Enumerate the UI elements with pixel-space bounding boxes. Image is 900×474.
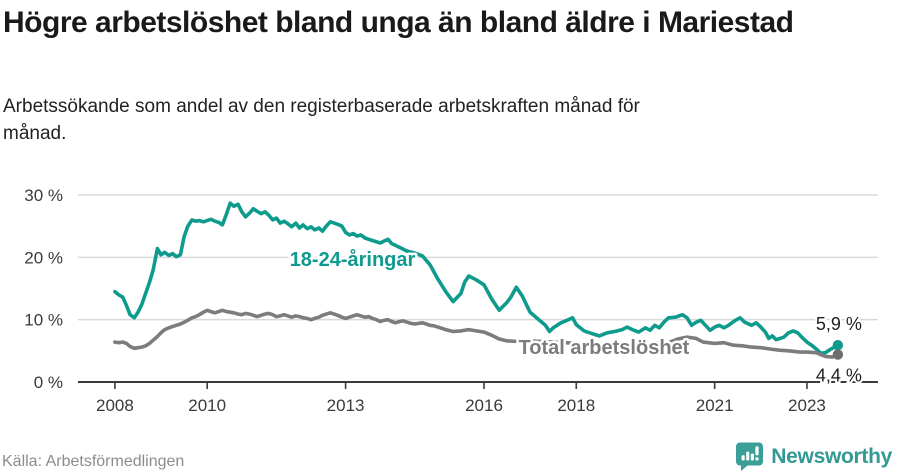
- series-label-young: 18-24-åringar: [290, 248, 416, 271]
- newsworthy-logo[interactable]: Newsworthy: [735, 441, 892, 472]
- x-tick-label: 2010: [188, 396, 226, 415]
- y-tick-label: 30 %: [24, 186, 63, 205]
- newsworthy-badge-icon: [736, 442, 764, 471]
- x-tick-label: 2013: [327, 396, 365, 415]
- series-end-dot: [832, 349, 844, 360]
- y-tick-label: 10 %: [24, 311, 63, 330]
- series-line-total: [113, 308, 840, 359]
- x-tick-label: 2018: [557, 396, 595, 415]
- series-line-young: [113, 201, 840, 356]
- x-tick-label: 2023: [788, 396, 826, 415]
- y-tick-label: 0 %: [34, 373, 63, 392]
- page-title: Högre arbetslöshet bland unga än bland ä…: [3, 6, 794, 39]
- x-tick-label: 2021: [696, 396, 734, 415]
- x-tick-label: 2016: [465, 396, 503, 415]
- source-note: Källa: Arbetsförmedlingen: [2, 453, 185, 470]
- chart-subtitle: Arbetssökande som andel av den registerb…: [3, 96, 640, 144]
- series-end-dot: [832, 340, 844, 351]
- series-label-total: Total arbetslöshet: [519, 337, 690, 359]
- y-tick-label: 20 %: [24, 248, 63, 267]
- x-tick-label: 2008: [96, 396, 134, 415]
- end-value-label-total: 4,4 %: [816, 366, 862, 386]
- end-value-label-young: 5,9 %: [816, 314, 862, 334]
- newsworthy-wordmark: Newsworthy: [771, 444, 892, 468]
